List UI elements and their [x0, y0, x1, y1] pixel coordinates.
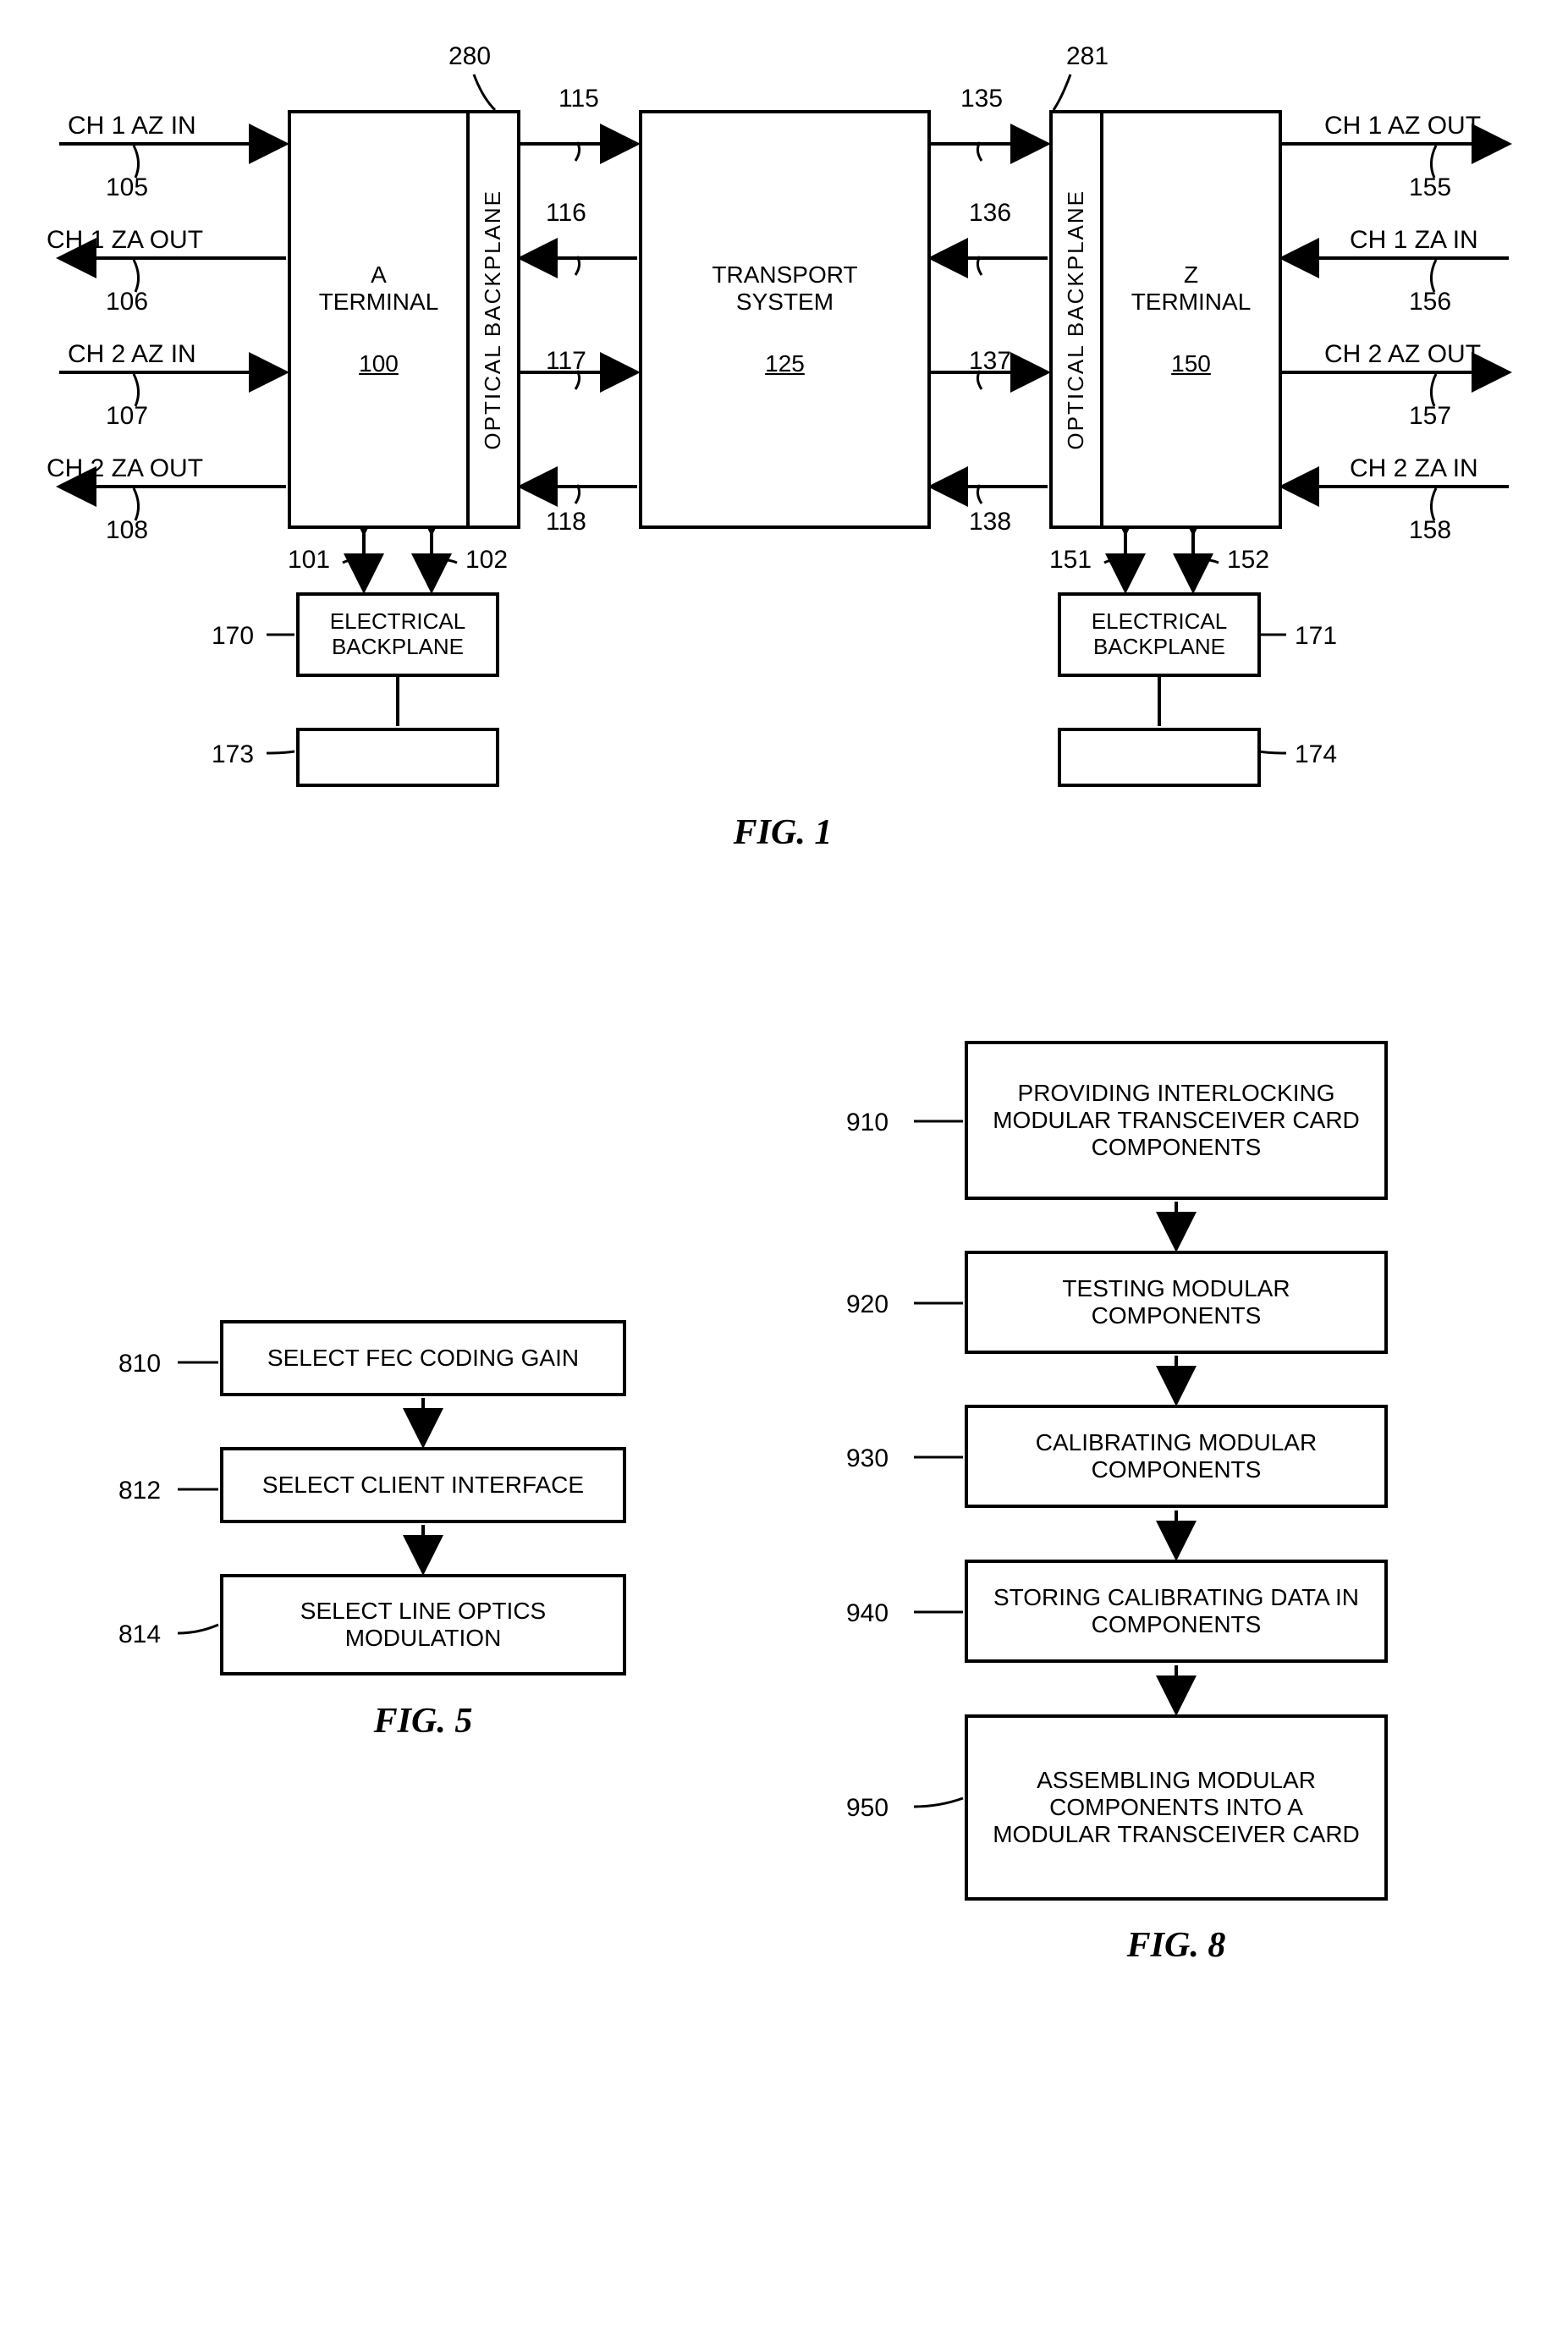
fig5-ref-810: 810	[118, 1350, 161, 1378]
fig5-ref-814: 814	[118, 1620, 161, 1649]
ref-102: 102	[465, 546, 508, 575]
lbl-ch1-za-out: CH 1 ZA OUT	[47, 226, 203, 255]
ref-157: 157	[1409, 402, 1451, 431]
lbl-ch2-za-out: CH 2 ZA OUT	[47, 454, 203, 483]
elec-bp-z-text: ELECTRICAL BACKPLANE	[1092, 608, 1227, 659]
fig5-ref-812: 812	[118, 1477, 161, 1505]
electrical-backplane-a: ELECTRICAL BACKPLANE	[296, 592, 499, 677]
a-terminal-ref: 100	[359, 350, 399, 377]
elec-backplane-z-label: ELECTRICAL BACKPLANE	[1061, 609, 1257, 660]
electrical-backplane-z: ELECTRICAL BACKPLANE	[1058, 592, 1261, 677]
ref-118: 118	[546, 508, 586, 536]
lbl-ch2-az-out: CH 2 AZ OUT	[1324, 340, 1481, 369]
fig8-step-1: PROVIDING INTERLOCKING MODULAR TRANSCEIV…	[965, 1041, 1388, 1200]
optical-backplane-a-label: OPTICAL BACKPLANE	[481, 190, 506, 450]
ref-108: 108	[106, 516, 148, 545]
elec-backplane-a-label: ELECTRICAL BACKPLANE	[300, 609, 496, 660]
ref-138: 138	[969, 508, 1011, 536]
transport-label-top: TRANSPORT	[712, 261, 857, 289]
ref-101: 101	[288, 546, 330, 575]
ref-106: 106	[106, 288, 148, 316]
page: A TERMINAL 100 OPTICAL BACKPLANE TRANSPO…	[34, 34, 1534, 2310]
optical-backplane-z-label: OPTICAL BACKPLANE	[1064, 190, 1089, 450]
z-terminal-ref: 150	[1171, 350, 1211, 377]
fig1-title: FIG. 1	[626, 812, 939, 853]
ref-152: 152	[1227, 546, 1269, 575]
fig8-title: FIG. 8	[1032, 1925, 1320, 1966]
ref-136: 136	[969, 199, 1011, 228]
ref-171: 171	[1295, 622, 1337, 651]
fig8-step-4: STORING CALIBRATING DATA IN COMPONENTS	[965, 1560, 1388, 1663]
figure-5: SELECT FEC CODING GAIN 810 SELECT CLIENT…	[68, 1320, 711, 1794]
fig5-step-2-text: SELECT CLIENT INTERFACE	[262, 1472, 584, 1499]
ref-173: 173	[212, 740, 254, 769]
lbl-ch1-az-in: CH 1 AZ IN	[68, 112, 196, 140]
fig8-step-3: CALIBRATING MODULAR COMPONENTS	[965, 1405, 1388, 1508]
ref-281: 281	[1066, 42, 1109, 71]
fig8-step-1-text: PROVIDING INTERLOCKING MODULAR TRANSCEIV…	[990, 1080, 1362, 1162]
fig5-step-1: SELECT FEC CODING GAIN	[220, 1320, 626, 1396]
ref-137: 137	[969, 347, 1011, 376]
fig8-ref-930: 930	[846, 1444, 889, 1473]
fig8-ref-950: 950	[846, 1794, 889, 1823]
z-terminal-label-bot: TERMINAL	[1131, 289, 1252, 316]
fig8-step-4-text: STORING CALIBRATING DATA IN COMPONENTS	[990, 1584, 1362, 1638]
elec-bp-a-text: ELECTRICAL BACKPLANE	[330, 608, 465, 659]
ref-158: 158	[1409, 516, 1451, 545]
lbl-ch1-az-out: CH 1 AZ OUT	[1324, 112, 1481, 140]
fig8-step-2: TESTING MODULAR COMPONENTS	[965, 1251, 1388, 1354]
ref-174: 174	[1295, 740, 1337, 769]
fig8-ref-910: 910	[846, 1109, 889, 1137]
ref-151: 151	[1049, 546, 1092, 575]
fig8-step-2-text: TESTING MODULAR COMPONENTS	[990, 1275, 1362, 1329]
ref-105: 105	[106, 173, 148, 202]
figure-8: PROVIDING INTERLOCKING MODULAR TRANSCEIV…	[795, 1041, 1489, 2226]
fig5-title: FIG. 5	[279, 1701, 567, 1741]
ref-107: 107	[106, 402, 148, 431]
ref-156: 156	[1409, 288, 1451, 316]
fig8-ref-940: 940	[846, 1599, 889, 1628]
transport-box: TRANSPORT SYSTEM 125	[639, 110, 931, 529]
fig5-step-2: SELECT CLIENT INTERFACE	[220, 1447, 626, 1523]
optical-backplane-z: OPTICAL BACKPLANE	[1049, 110, 1103, 529]
fig8-step-5-text: ASSEMBLING MODULAR COMPONENTS INTO A MOD…	[990, 1767, 1362, 1849]
lbl-ch1-za-in: CH 1 ZA IN	[1350, 226, 1478, 255]
fig5-step-1-text: SELECT FEC CODING GAIN	[267, 1345, 579, 1372]
transport-label-bot: SYSTEM	[736, 289, 834, 316]
fig8-step-5: ASSEMBLING MODULAR COMPONENTS INTO A MOD…	[965, 1714, 1388, 1901]
lower-row: SELECT FEC CODING GAIN 810 SELECT CLIENT…	[34, 1041, 1534, 2310]
ref-135: 135	[960, 85, 1003, 113]
optical-backplane-a: OPTICAL BACKPLANE	[466, 110, 520, 529]
ref-280: 280	[448, 42, 491, 71]
z-terminal-box: Z TERMINAL 150	[1100, 110, 1282, 529]
a-terminal-label-top: A	[371, 261, 387, 289]
fig8-ref-920: 920	[846, 1290, 889, 1319]
ref-116: 116	[546, 199, 586, 228]
figure-1: A TERMINAL 100 OPTICAL BACKPLANE TRANSPO…	[34, 34, 1534, 889]
fig8-step-3-text: CALIBRATING MODULAR COMPONENTS	[990, 1429, 1362, 1483]
a-terminal-label-bot: TERMINAL	[319, 289, 439, 316]
lbl-ch2-za-in: CH 2 ZA IN	[1350, 454, 1478, 483]
transport-ref: 125	[765, 350, 805, 377]
lbl-ch2-az-in: CH 2 AZ IN	[68, 340, 196, 369]
z-terminal-label-top: Z	[1184, 261, 1198, 289]
fig5-step-3: SELECT LINE OPTICS MODULATION	[220, 1574, 626, 1675]
ref-115: 115	[558, 85, 599, 113]
blank-box-a	[296, 728, 499, 787]
ref-170: 170	[212, 622, 254, 651]
blank-box-z	[1058, 728, 1261, 787]
fig5-step-3-text: SELECT LINE OPTICS MODULATION	[245, 1598, 601, 1652]
ref-117: 117	[546, 347, 586, 376]
ref-155: 155	[1409, 173, 1451, 202]
a-terminal-box: A TERMINAL 100	[288, 110, 470, 529]
